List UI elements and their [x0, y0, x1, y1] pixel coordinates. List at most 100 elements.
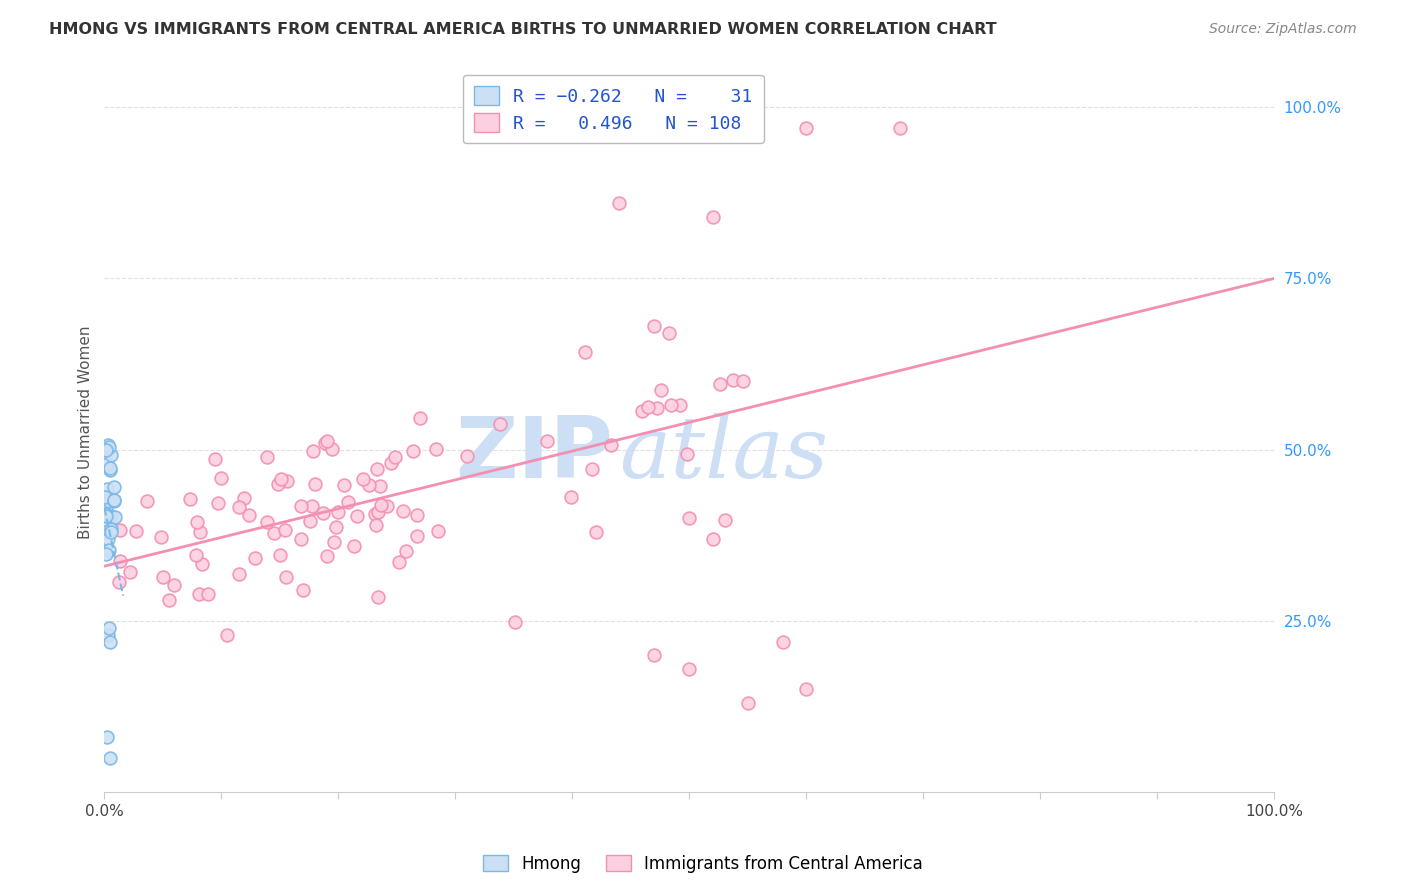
- Point: [97, 628, 120, 642]
- Point: [238, 508, 260, 523]
- Point: [406, 529, 429, 543]
- Point: [678, 662, 700, 676]
- Point: [98, 461, 121, 475]
- Point: [290, 500, 312, 514]
- Point: [291, 583, 314, 598]
- Point: [650, 383, 672, 397]
- Point: [190, 525, 212, 540]
- Point: [98, 634, 121, 648]
- Point: [402, 444, 425, 458]
- Text: ZIP: ZIP: [456, 413, 613, 496]
- Point: [270, 472, 292, 486]
- Point: [388, 555, 411, 569]
- Point: [772, 634, 794, 648]
- Point: [100, 524, 122, 539]
- Point: [702, 210, 724, 224]
- Point: [723, 373, 745, 387]
- Point: [108, 523, 131, 537]
- Point: [263, 526, 285, 541]
- Point: [600, 438, 623, 452]
- Point: [152, 570, 174, 584]
- Point: [100, 522, 122, 536]
- Point: [96, 483, 118, 497]
- Point: [256, 515, 278, 529]
- Point: [489, 417, 512, 431]
- Point: [97, 508, 120, 523]
- Point: [94, 507, 117, 521]
- Point: [574, 344, 596, 359]
- Point: [676, 447, 699, 461]
- Point: [228, 567, 250, 582]
- Point: [98, 440, 121, 454]
- Point: [215, 628, 238, 642]
- Point: [426, 524, 449, 538]
- Point: [384, 450, 406, 464]
- Point: [243, 551, 266, 566]
- Point: [197, 586, 219, 600]
- Point: [276, 474, 298, 488]
- Legend: Hmong, Immigrants from Central America: Hmong, Immigrants from Central America: [477, 848, 929, 880]
- Point: [157, 593, 180, 607]
- Point: [312, 507, 335, 521]
- Point: [298, 514, 321, 528]
- Point: [709, 376, 731, 391]
- Point: [733, 374, 755, 388]
- Point: [346, 509, 368, 524]
- Point: [645, 401, 668, 415]
- Point: [186, 516, 208, 530]
- Point: [98, 463, 121, 477]
- Point: [503, 615, 526, 630]
- Point: [274, 569, 297, 583]
- Point: [256, 450, 278, 464]
- Point: [97, 621, 120, 635]
- Point: [392, 504, 415, 518]
- Point: [150, 530, 173, 544]
- Point: [669, 398, 692, 412]
- Point: [96, 508, 118, 523]
- Point: [607, 196, 630, 211]
- Point: [103, 493, 125, 508]
- Point: [184, 548, 207, 562]
- Point: [714, 513, 737, 527]
- Point: [94, 442, 117, 457]
- Point: [120, 565, 142, 579]
- Point: [108, 554, 131, 568]
- Point: [367, 591, 389, 605]
- Point: [322, 534, 344, 549]
- Point: [794, 120, 817, 135]
- Point: [643, 648, 665, 663]
- Point: [889, 120, 911, 135]
- Point: [631, 403, 654, 417]
- Point: [190, 557, 212, 571]
- Point: [357, 478, 380, 492]
- Point: [302, 444, 325, 458]
- Text: Source: ZipAtlas.com: Source: ZipAtlas.com: [1209, 22, 1357, 37]
- Point: [328, 505, 350, 519]
- Point: [108, 575, 131, 590]
- Legend: R = −0.262   N =    31, R =   0.496   N = 108: R = −0.262 N = 31, R = 0.496 N = 108: [463, 75, 763, 144]
- Point: [228, 500, 250, 515]
- Point: [314, 436, 336, 450]
- Point: [290, 532, 312, 546]
- Point: [585, 524, 607, 539]
- Point: [100, 448, 122, 462]
- Point: [425, 442, 447, 456]
- Point: [366, 461, 388, 475]
- Point: [103, 480, 125, 494]
- Point: [273, 523, 295, 537]
- Point: [179, 491, 201, 506]
- Point: [204, 452, 226, 467]
- Point: [94, 491, 117, 505]
- Point: [269, 548, 291, 562]
- Point: [367, 505, 389, 519]
- Point: [304, 477, 326, 491]
- Point: [581, 462, 603, 476]
- Point: [560, 490, 582, 504]
- Point: [187, 587, 209, 601]
- Point: [368, 479, 391, 493]
- Point: [336, 494, 359, 508]
- Point: [406, 508, 429, 523]
- Point: [94, 547, 117, 561]
- Point: [136, 494, 159, 508]
- Point: [207, 496, 229, 510]
